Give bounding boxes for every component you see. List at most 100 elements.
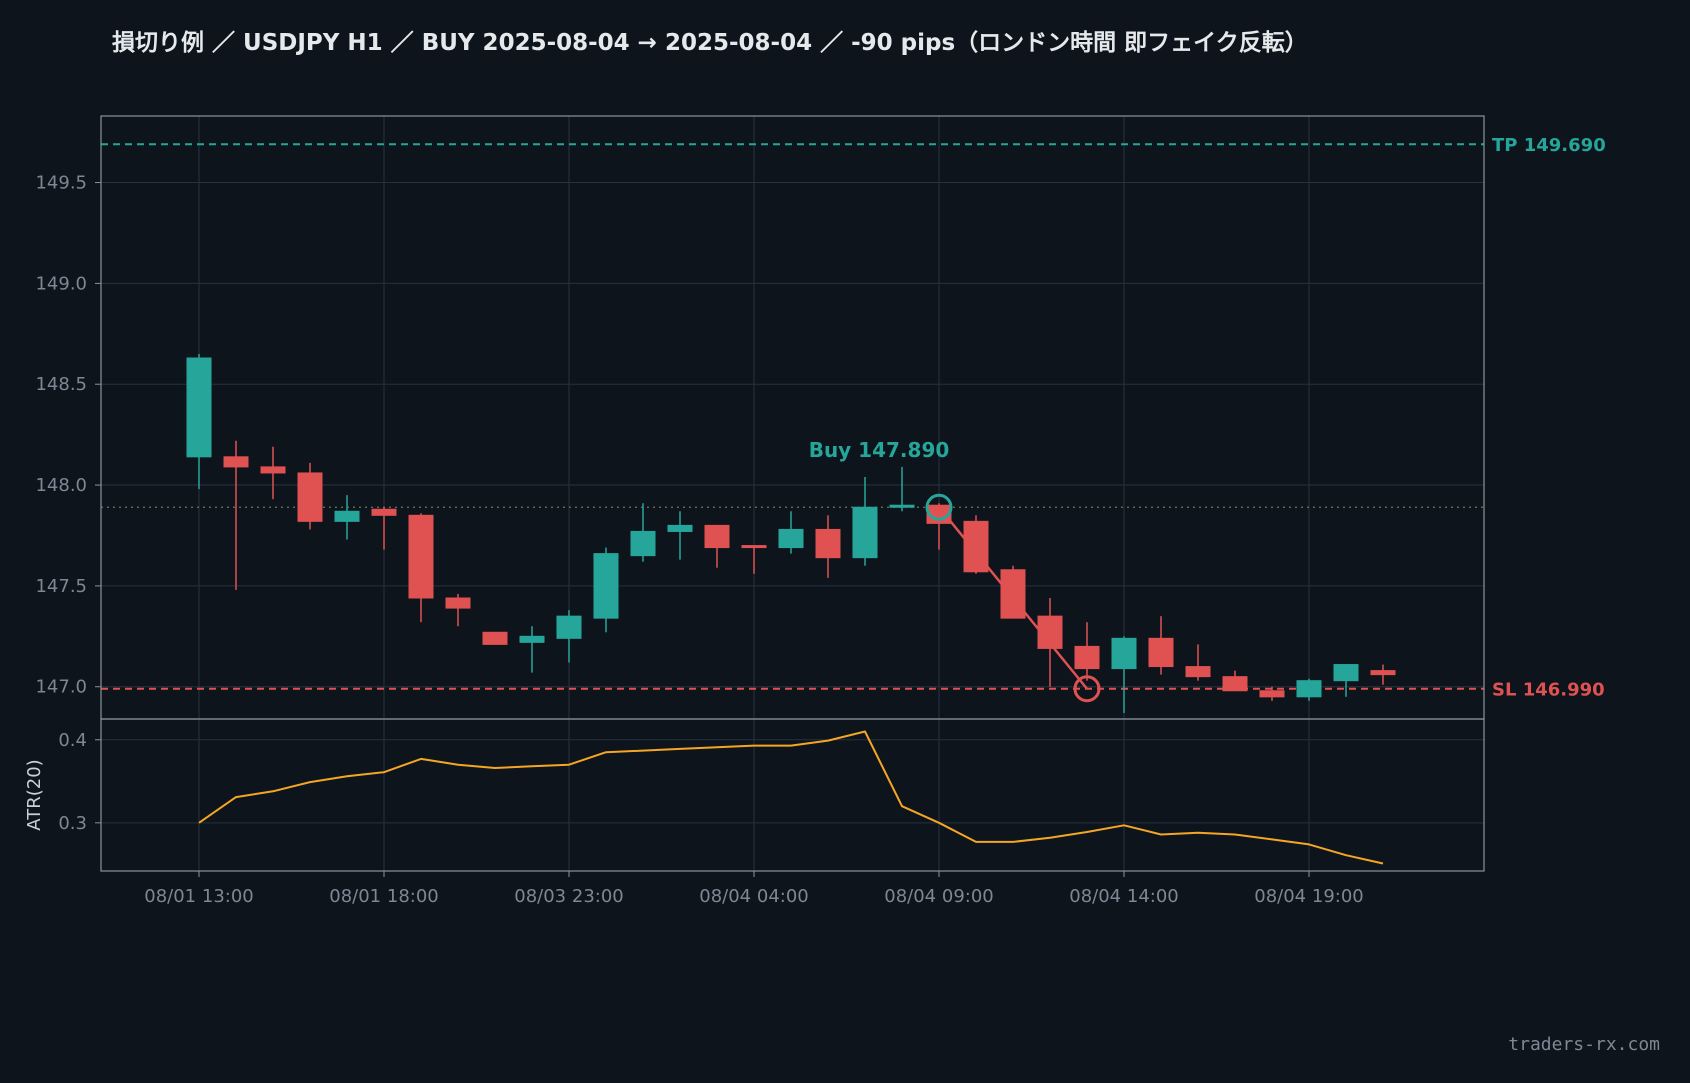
price-y-ticks: 147.0 147.5 148.0 148.5 149.0 149.5 [35,173,101,698]
candle-body [260,466,286,474]
candle [1259,686,1285,701]
candle-body [741,545,767,549]
x-tick-label: 08/01 18:00 [329,886,438,907]
candle-body [778,528,804,549]
candle-body [519,635,545,643]
candle [852,476,878,566]
candle [297,462,323,530]
candle [889,466,915,512]
candle [1370,664,1396,685]
exit-label: Sell 146.990 [1017,727,1157,751]
candle-body [482,631,508,645]
candle-body [223,456,249,468]
x-tick-label: 08/03 23:00 [514,886,623,907]
candle [482,631,508,645]
candle [926,503,952,550]
candle-body [593,553,619,619]
price-levels [101,143,1484,690]
candle [1296,678,1322,701]
candle [1000,565,1026,619]
candle-body [852,506,878,559]
watermark: traders-rx.com [1508,1034,1660,1055]
candle-body [1259,690,1285,698]
entry-marker [925,493,953,521]
exit-marker [1073,675,1101,703]
candle [1333,664,1359,697]
price-y-tick-label: 148.5 [35,374,87,395]
candle [334,495,360,540]
atr-line [198,730,1384,865]
candle-body [297,472,323,522]
candle-body [667,524,693,532]
candle-body [445,597,471,609]
candle-body [889,504,915,508]
price-y-tick-label: 147.5 [35,576,87,597]
candle [704,524,730,568]
price-y-tick-label: 147.0 [35,677,87,698]
candle-body [1370,670,1396,676]
x-tick-label: 08/04 09:00 [884,886,993,907]
trade-markers: Buy 147.890 Sell 146.990 [809,438,1157,751]
candle-body [1333,664,1359,682]
level-labels: TP 149.690 SL 146.990 [1492,135,1606,701]
entry-label: Buy 147.890 [809,438,950,462]
candle [1148,616,1174,675]
candle [963,515,989,574]
atr-y-axis-label: ATR(20) [24,759,45,830]
candle [815,515,841,578]
candle-body [408,514,434,599]
chart-title: 損切り例 ／ USDJPY H1 ／ BUY 2025-08-04 → 2025… [112,29,1308,56]
x-axis-ticks: 08/01 13:00 08/01 18:00 08/03 23:00 08/04 0… [144,871,1364,907]
candle [186,353,212,490]
candle [408,513,434,623]
candle-body [815,528,841,559]
tp-level-label: TP 149.690 [1492,135,1606,156]
candle-body [630,530,656,557]
candle [667,511,693,560]
price-y-tick-label: 148.0 [35,475,87,496]
atr-y-ticks: 0.3 0.4 [58,730,101,834]
atr-grid [101,719,1484,871]
candle-body [1296,680,1322,698]
candle [1074,622,1100,681]
x-tick-label: 08/04 19:00 [1254,886,1363,907]
candle-body [371,508,397,516]
candle [741,545,767,574]
candle [1185,644,1211,681]
atr-y-tick-label: 0.4 [58,730,87,751]
sl-level-label: SL 146.990 [1492,680,1605,701]
candle-body [1111,637,1137,670]
candle [223,440,249,590]
candle [260,446,286,500]
candle [445,593,471,627]
candle [593,547,619,633]
candle [519,626,545,673]
price-candles [186,353,1396,713]
candle [556,610,582,663]
atr-panel: 0.3 0.4 ATR(20) [24,718,1485,872]
x-tick-label: 08/01 13:00 [144,886,253,907]
trade-path-line [938,506,1088,690]
candle-body [704,524,730,549]
candle [371,507,397,550]
candle-body [1074,645,1100,670]
atr-series [198,730,1384,865]
candle [1222,670,1248,692]
price-y-tick-label: 149.5 [35,173,87,194]
candle-body [1185,666,1211,678]
candle-body [1148,637,1174,668]
atr-y-tick-label: 0.3 [58,813,87,834]
x-tick-label: 08/04 04:00 [699,886,808,907]
x-tick-label: 08/04 14:00 [1069,886,1178,907]
candle [1111,636,1137,713]
price-y-tick-label: 149.0 [35,273,87,294]
price-panel-frame [100,115,1485,720]
candle-body [556,615,582,639]
candle-body [186,357,212,458]
candle-body [1222,676,1248,692]
candle-body [1000,569,1026,619]
candle [630,503,656,562]
candle [778,511,804,554]
